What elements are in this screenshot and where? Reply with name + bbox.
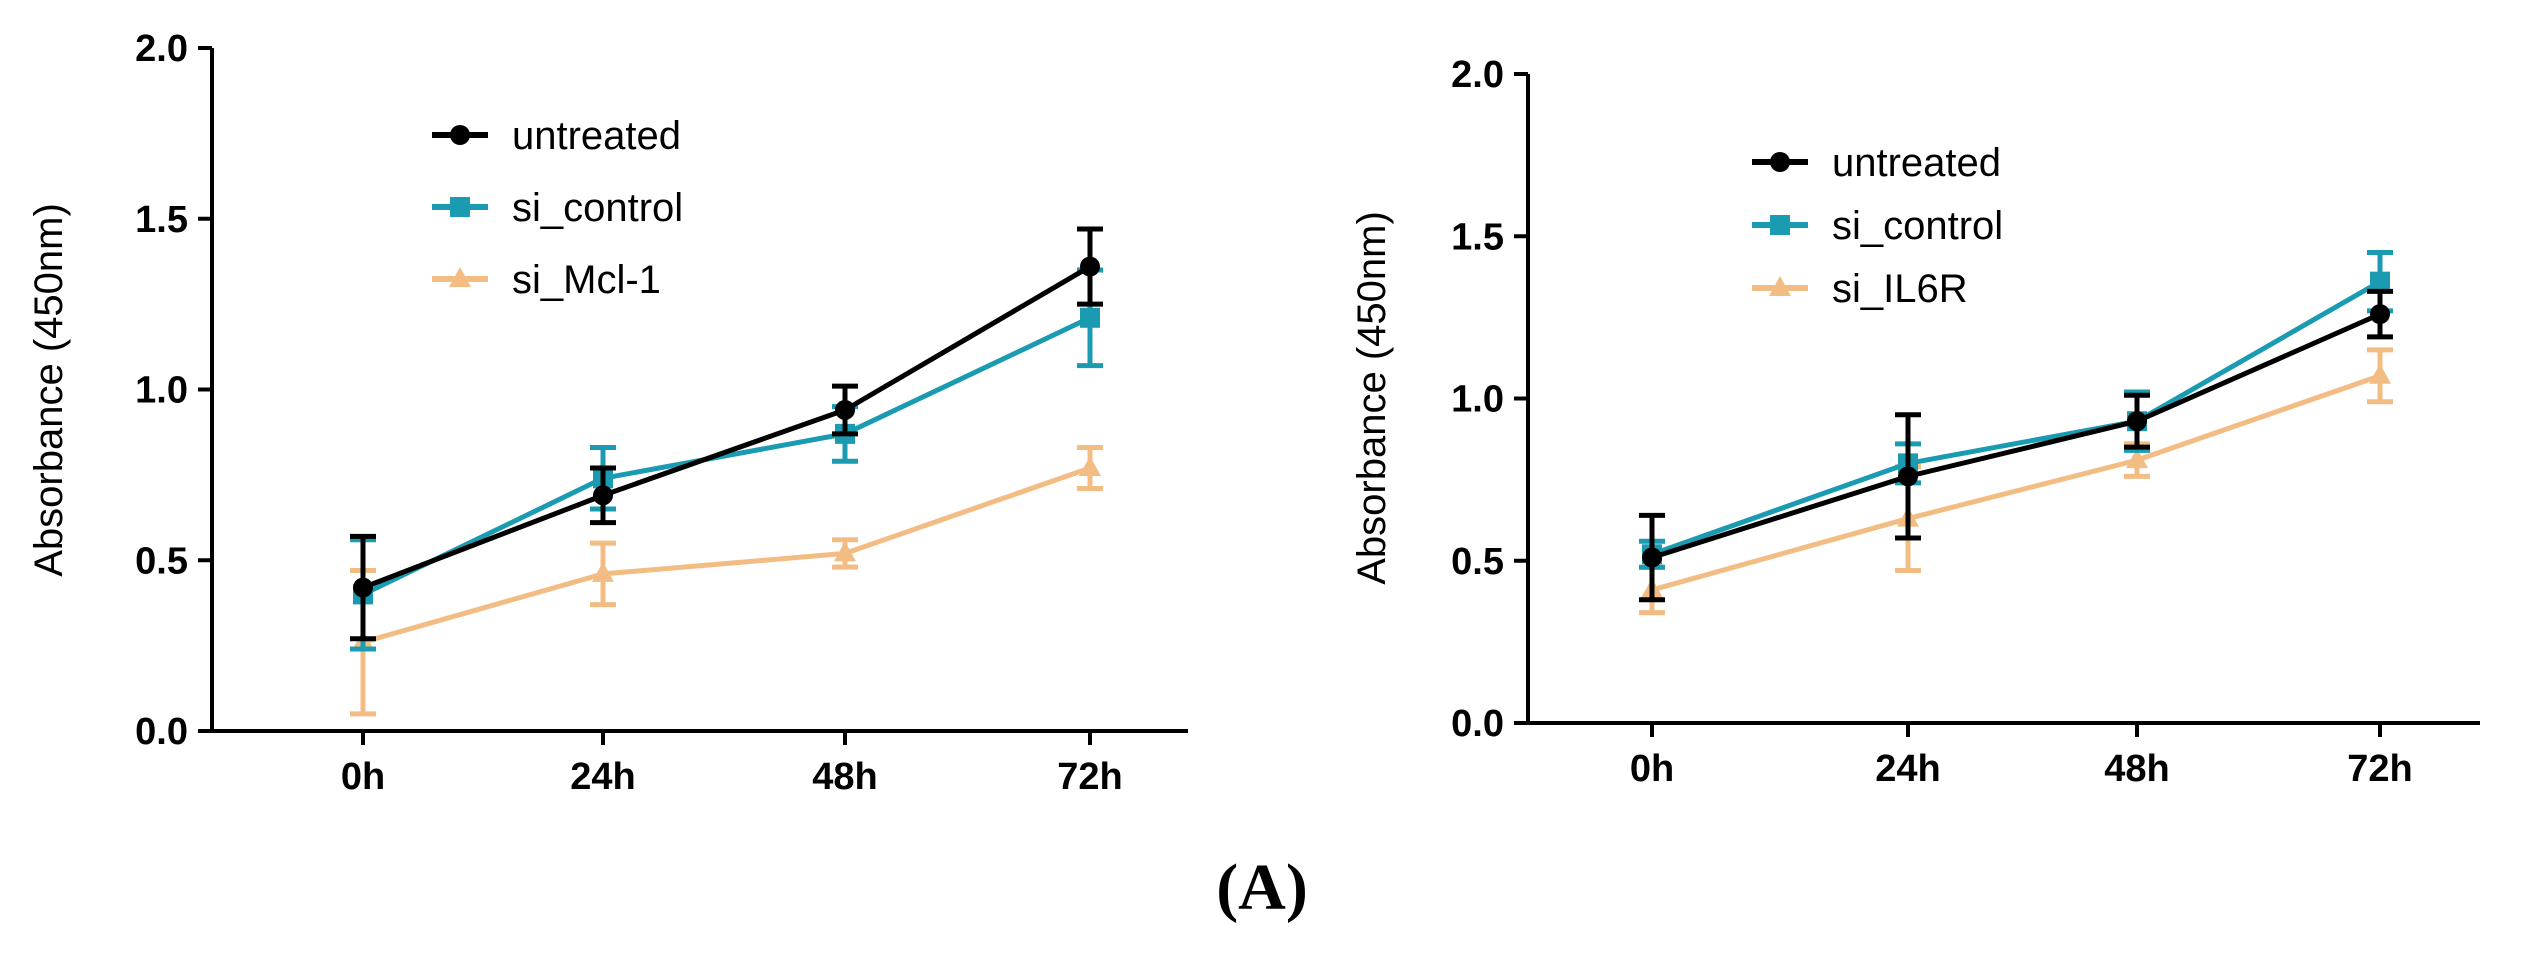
legend-marker — [449, 267, 471, 287]
y-tick-label: 0.5 — [1451, 541, 1504, 583]
data-point — [2126, 448, 2148, 469]
data-point — [1642, 547, 1662, 568]
series-line — [361, 315, 1092, 597]
y-tick-label: 2.0 — [135, 28, 188, 70]
data-point — [1080, 307, 1100, 328]
legend: untreated si_control si_Mcl-1 — [432, 114, 683, 302]
legend-marker — [450, 197, 470, 217]
x-tick-label: 48h — [2104, 748, 2169, 790]
legend-marker — [1770, 215, 1790, 235]
x-tick-label: 24h — [570, 756, 635, 798]
data-point — [353, 577, 373, 598]
data-point — [1079, 456, 1101, 477]
x-tick-label: 72h — [2347, 748, 2412, 790]
y-tick-label: 2.0 — [1451, 54, 1504, 96]
legend-marker — [450, 125, 470, 145]
legend-label: untreated — [1832, 141, 2001, 185]
data-point — [2127, 411, 2147, 432]
legend-label: si_Mcl-1 — [512, 258, 661, 302]
data-point — [2369, 363, 2391, 384]
series-untreated — [1639, 288, 2393, 603]
y-tick-label: 0.0 — [135, 711, 188, 753]
data-point — [2370, 271, 2390, 292]
y-tick-label: 0.0 — [1451, 703, 1504, 745]
series-line — [1651, 311, 2382, 560]
series-line — [362, 264, 1092, 590]
data-point — [592, 561, 614, 582]
data-point — [835, 399, 855, 420]
legend-label: si_control — [1832, 204, 2003, 248]
panel-label: (A) — [1216, 851, 1308, 924]
data-point — [593, 485, 613, 506]
y-tick-label: 1.5 — [1451, 216, 1504, 258]
x-tick-label: 48h — [812, 756, 877, 798]
x-tick-label: 0h — [1630, 748, 1674, 790]
data-point — [2370, 304, 2390, 325]
series-si_IL6R — [1639, 347, 2393, 616]
data-point — [1898, 466, 1918, 487]
x-tick-label: 0h — [341, 756, 385, 798]
x-tick-label: 24h — [1875, 748, 1940, 790]
data-point — [834, 541, 856, 562]
series-line — [362, 465, 1091, 645]
legend-label: untreated — [512, 114, 681, 158]
y-axis-label: Absorbance (450nm) — [27, 203, 71, 577]
legend-label: si_IL6R — [1832, 267, 1968, 311]
x-tick-label: 72h — [1057, 756, 1122, 798]
chart-2: 0.0 0.5 1.0 1.5 2.0 0h 24h 48h 72h Absorbance (45… — [1350, 54, 2480, 790]
legend-marker — [1769, 276, 1791, 296]
series-si_Mcl-1 — [350, 445, 1103, 717]
legend-label: si_control — [512, 186, 683, 230]
y-axis-label: Absorbance (450nm) — [1350, 211, 1394, 585]
y-tick-label: 1.0 — [1451, 379, 1504, 421]
legend-marker — [1770, 152, 1790, 172]
y-tick-label: 1.5 — [135, 199, 188, 241]
series-line — [1651, 279, 2382, 557]
chart-1: 0.0 0.5 1.0 1.5 2.0 0h 24h 48h 72h Absorbance (45… — [27, 28, 1188, 798]
data-point — [1080, 256, 1100, 277]
series-untreated — [350, 226, 1103, 642]
series-line — [1651, 373, 2381, 593]
y-tick-label: 0.5 — [135, 540, 188, 582]
legend: untreated si_control si_IL6R — [1752, 141, 2003, 311]
y-tick-label: 1.0 — [135, 370, 188, 412]
